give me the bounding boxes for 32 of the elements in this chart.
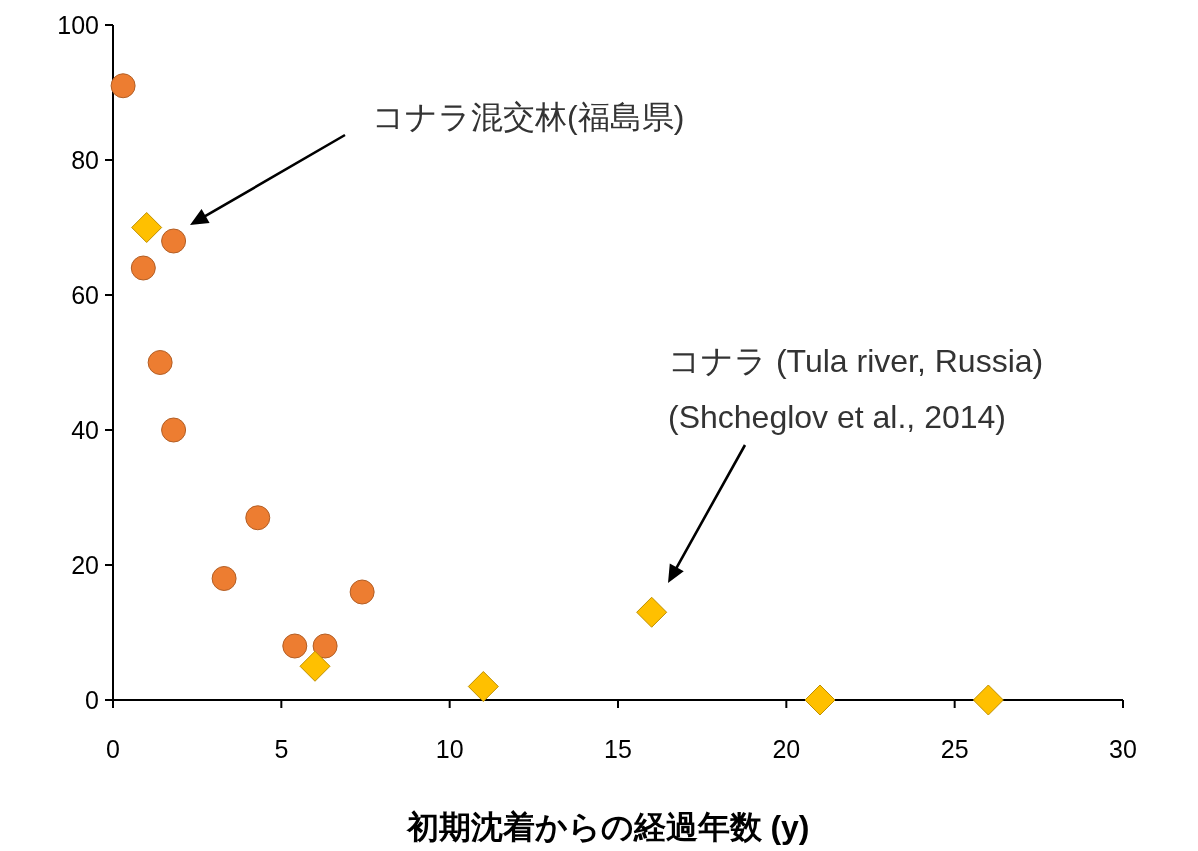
point xyxy=(211,566,237,591)
point xyxy=(147,350,173,375)
x-tick-label: 0 xyxy=(106,735,120,763)
point xyxy=(110,73,136,99)
point xyxy=(467,671,499,702)
annotation: コナラ混交林(福島県) xyxy=(372,99,685,135)
x-tick-label: 15 xyxy=(604,735,632,763)
point xyxy=(349,579,375,605)
point xyxy=(299,650,331,682)
y-tick-label: 0 xyxy=(85,686,99,714)
x-tick-label: 20 xyxy=(772,735,801,763)
y-tick-label: 100 xyxy=(57,11,99,39)
x-tick-label: 30 xyxy=(1109,735,1137,763)
x-tick-label: 5 xyxy=(274,735,289,763)
y-tick-label: 40 xyxy=(71,416,99,444)
y-tick-label: 60 xyxy=(71,281,99,309)
point xyxy=(972,684,1004,716)
x-tick-label: 10 xyxy=(435,735,464,763)
point xyxy=(312,633,338,659)
point xyxy=(161,417,187,443)
y-tick-label: 80 xyxy=(71,146,99,174)
x-tick-label: 25 xyxy=(940,735,969,763)
x-axis-title: 初期沈着からの経過年数 (y) xyxy=(405,809,810,845)
point xyxy=(131,212,163,243)
point xyxy=(130,255,156,281)
point xyxy=(804,684,836,716)
point xyxy=(161,228,187,254)
y-tick-label: 20 xyxy=(71,551,99,579)
annotation: コナラ (Tula river, Russia) (Shcheglov et al., 2014) xyxy=(668,343,1044,435)
point xyxy=(282,633,308,659)
point xyxy=(636,596,668,628)
point xyxy=(245,505,271,531)
